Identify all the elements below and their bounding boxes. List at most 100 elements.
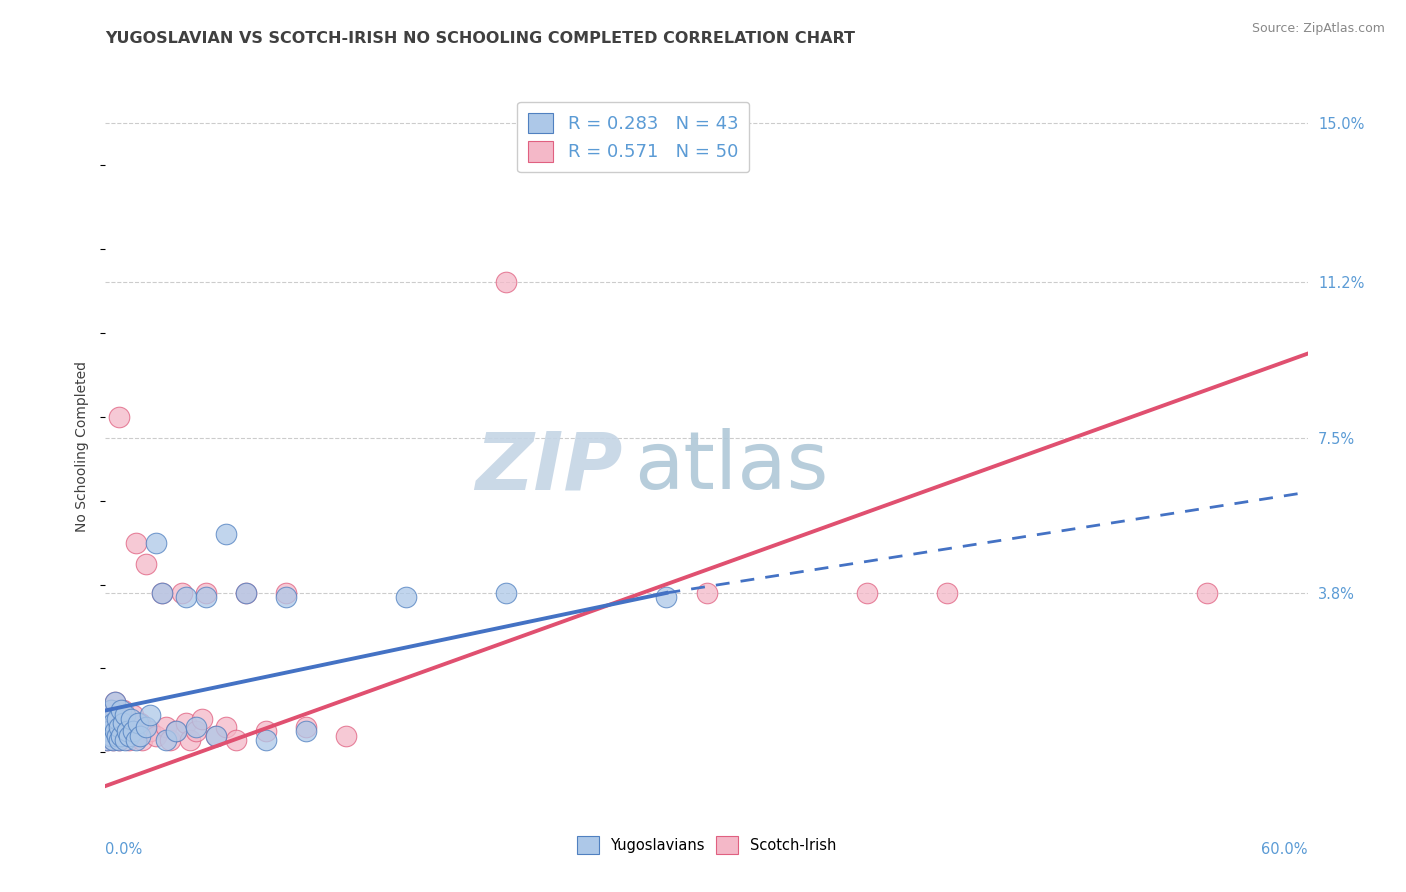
Point [103,732,125,747]
Point [184,724,207,739]
Point [150,586,173,600]
Point [122,724,145,739]
Point [138,724,160,739]
Point [179,732,201,747]
Point [225,732,247,747]
Point [214,720,236,734]
Point [184,720,207,734]
Point [145,729,167,743]
Point [118,732,141,747]
Point [98,712,121,726]
Point [100,703,122,717]
Point [112,703,135,717]
Point [274,590,297,604]
Text: atlas: atlas [634,428,828,507]
Point [110,729,132,743]
Point [135,557,157,571]
Point [117,716,139,731]
Point [108,409,131,424]
Point [127,716,149,731]
Point [96,732,118,747]
Point [98,712,121,726]
Point [254,724,277,739]
Point [138,707,160,722]
Point [107,712,129,726]
Point [114,732,136,747]
Point [165,724,187,739]
Point [655,590,678,604]
Point [204,729,226,743]
Point [98,724,121,739]
Point [335,729,357,743]
Point [124,535,146,549]
Point [235,586,257,600]
Point [204,729,226,743]
Point [114,729,136,743]
Point [107,729,129,743]
Point [114,707,136,722]
Point [495,586,517,600]
Point [174,590,197,604]
Point [104,695,127,709]
Point [96,732,118,747]
Point [104,724,127,739]
Point [121,712,143,726]
Legend: Yugoslavians, Scotch-Irish: Yugoslavians, Scotch-Irish [571,830,842,860]
Point [165,724,187,739]
Point [174,716,197,731]
Point [155,732,177,747]
Text: Source: ZipAtlas.com: Source: ZipAtlas.com [1251,22,1385,36]
Text: 60.0%: 60.0% [1261,842,1308,857]
Point [214,527,236,541]
Point [112,716,135,731]
Point [103,732,125,747]
Y-axis label: No Schooling Completed: No Schooling Completed [76,360,90,532]
Point [295,720,318,734]
Point [145,535,167,549]
Point [150,586,173,600]
Point [274,586,297,600]
Point [155,720,177,734]
Point [170,586,193,600]
Point [1197,586,1219,600]
Point [495,275,517,289]
Point [295,724,318,739]
Point [108,732,131,747]
Point [103,716,125,731]
Text: ZIP: ZIP [475,428,623,507]
Point [117,724,139,739]
Text: YUGOSLAVIAN VS SCOTCH-IRISH NO SCHOOLING COMPLETED CORRELATION CHART: YUGOSLAVIAN VS SCOTCH-IRISH NO SCHOOLING… [105,31,855,46]
Point [100,729,122,743]
Point [936,586,959,600]
Point [122,707,145,722]
Point [395,590,418,604]
Point [131,732,153,747]
Point [110,720,132,734]
Point [100,729,122,743]
Point [159,732,181,747]
Point [107,729,129,743]
Point [194,590,217,604]
Point [855,586,877,600]
Point [104,724,127,739]
Point [696,586,718,600]
Point [104,695,127,709]
Point [107,712,129,726]
Point [128,729,150,743]
Point [124,732,146,747]
Point [135,720,157,734]
Point [110,703,132,717]
Point [190,712,212,726]
Point [108,732,131,747]
Point [118,729,141,743]
Point [108,720,131,734]
Point [103,716,125,731]
Point [128,716,150,731]
Point [254,732,277,747]
Point [127,729,149,743]
Point [235,586,257,600]
Point [98,724,121,739]
Point [121,724,143,739]
Text: 0.0%: 0.0% [105,842,142,857]
Point [194,586,217,600]
